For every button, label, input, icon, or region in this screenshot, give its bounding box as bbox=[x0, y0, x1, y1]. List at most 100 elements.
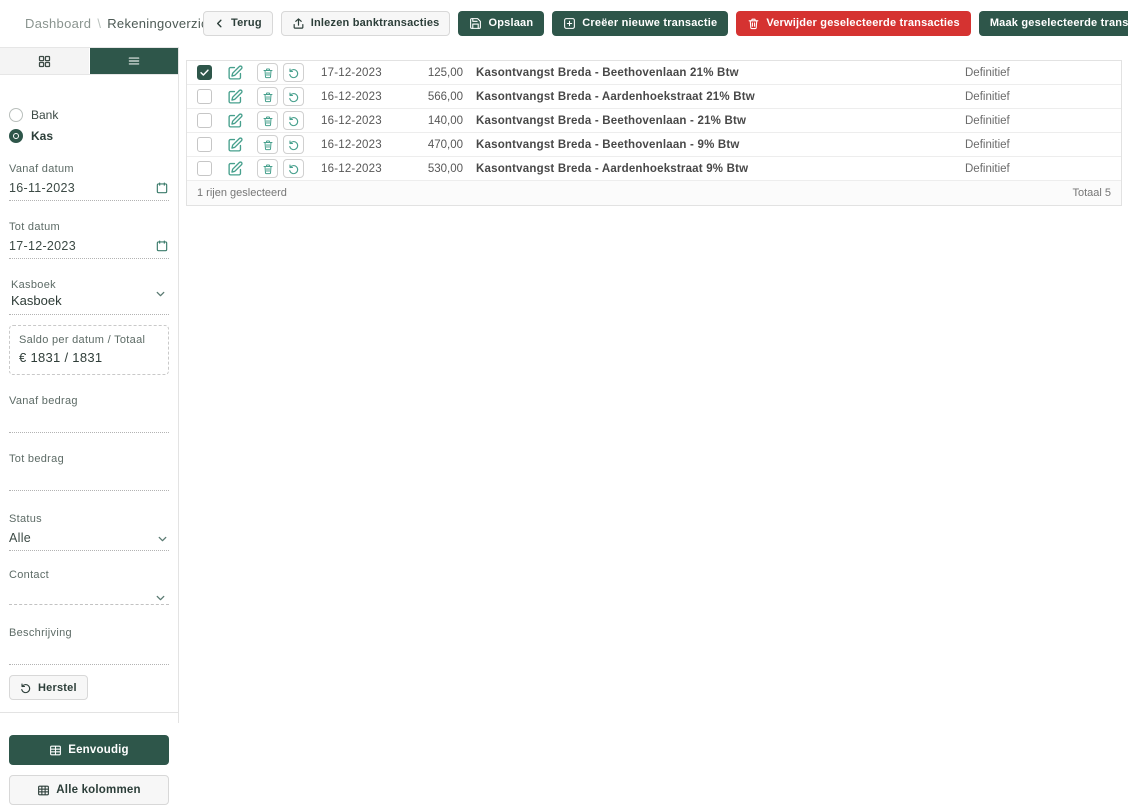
undo-icon bbox=[20, 682, 32, 694]
edit-row-button[interactable] bbox=[227, 136, 244, 153]
tab-grid-view[interactable] bbox=[0, 48, 90, 74]
from-date-value: 16-11-2023 bbox=[9, 181, 76, 195]
radio-label: Kas bbox=[31, 129, 54, 143]
sidebar-view-tabs bbox=[0, 47, 178, 75]
table-row: 16-12-2023 140,00 Kasontvangst Breda - B… bbox=[187, 109, 1121, 133]
undo-row-button[interactable] bbox=[283, 87, 304, 106]
reset-filters-button[interactable]: Herstel bbox=[9, 675, 88, 700]
undo-icon bbox=[288, 163, 298, 174]
to-amount-input[interactable] bbox=[9, 469, 169, 491]
table-row: 16-12-2023 530,00 Kasontvangst Breda - A… bbox=[187, 157, 1121, 181]
all-columns-button[interactable]: Alle kolommen bbox=[9, 775, 169, 805]
chevron-left-icon bbox=[214, 18, 225, 29]
save-button[interactable]: Opslaan bbox=[458, 10, 545, 36]
edit-icon bbox=[228, 113, 243, 128]
row-checkbox[interactable] bbox=[197, 137, 212, 152]
edit-row-button[interactable] bbox=[227, 64, 244, 81]
undo-row-button[interactable] bbox=[283, 135, 304, 154]
undo-row-button[interactable] bbox=[283, 111, 304, 130]
row-amount: 530,00 bbox=[427, 162, 463, 175]
back-button[interactable]: Terug bbox=[203, 10, 273, 36]
delete-row-button[interactable] bbox=[257, 63, 278, 82]
row-date: 16-12-2023 bbox=[321, 162, 382, 175]
row-amount: 125,00 bbox=[427, 66, 463, 79]
contact-select[interactable]: Contact bbox=[9, 569, 169, 605]
calendar-icon[interactable] bbox=[155, 181, 169, 195]
toolbar: Terug Inlezen banktransacties Opslaan Cr… bbox=[203, 10, 1128, 36]
undo-row-button[interactable] bbox=[283, 159, 304, 178]
transactions-table: 17-12-2023 125,00 Kasontvangst Breda - B… bbox=[186, 60, 1122, 206]
chevron-down-icon bbox=[154, 287, 167, 300]
upload-icon bbox=[292, 17, 305, 30]
to-amount-label: Tot bedrag bbox=[9, 453, 64, 465]
kasboek-value: Kasboek bbox=[11, 293, 62, 308]
table-row: 16-12-2023 566,00 Kasontvangst Breda - A… bbox=[187, 85, 1121, 109]
edit-row-button[interactable] bbox=[227, 160, 244, 177]
hamburger-icon bbox=[126, 54, 142, 68]
contact-label: Contact bbox=[9, 569, 50, 581]
saldo-display: Saldo per datum / Totaal € 1831 / 1831 bbox=[9, 325, 169, 375]
trash-icon bbox=[263, 164, 272, 174]
to-date-field[interactable]: 17-12-2023 bbox=[9, 239, 169, 259]
row-date: 17-12-2023 bbox=[321, 66, 382, 79]
tab-list-view[interactable] bbox=[89, 48, 178, 74]
radio-icon bbox=[9, 129, 23, 143]
top-header: Dashboard \ Rekeningoverzicht Terug Inle… bbox=[0, 0, 1128, 46]
edit-icon bbox=[228, 161, 243, 176]
delete-row-button[interactable] bbox=[257, 87, 278, 106]
finalize-selected-button[interactable]: Maak geselecteerde transacties definitie… bbox=[978, 10, 1128, 36]
row-amount: 566,00 bbox=[427, 90, 463, 103]
kasboek-select[interactable]: Kasboek Kasboek bbox=[9, 277, 169, 315]
delete-row-button[interactable] bbox=[257, 159, 278, 178]
row-description: Kasontvangst Breda - Aardenhoekstraat 21… bbox=[476, 90, 755, 103]
trash-icon bbox=[263, 68, 272, 78]
breadcrumb-dashboard[interactable]: Dashboard bbox=[25, 15, 92, 31]
selected-rows-count: 1 rijen geslecteerd bbox=[197, 187, 287, 199]
status-label: Status bbox=[9, 513, 42, 525]
undo-icon bbox=[288, 115, 298, 126]
from-amount-input[interactable] bbox=[9, 411, 169, 433]
row-amount: 470,00 bbox=[427, 138, 463, 151]
row-description: Kasontvangst Breda - Aardenhoekstraat 9%… bbox=[476, 162, 749, 175]
radio-icon bbox=[9, 108, 23, 122]
from-amount-label: Vanaf bedrag bbox=[9, 395, 78, 407]
account-type-radio-group: Bank Kas bbox=[9, 108, 169, 143]
simple-view-button[interactable]: Eenvoudig bbox=[9, 735, 169, 765]
edit-row-button[interactable] bbox=[227, 88, 244, 105]
row-date: 16-12-2023 bbox=[321, 138, 382, 151]
trash-icon bbox=[263, 92, 272, 102]
edit-row-button[interactable] bbox=[227, 112, 244, 129]
description-input[interactable] bbox=[9, 643, 169, 665]
table-icon bbox=[37, 784, 50, 797]
row-status: Definitief bbox=[965, 66, 1010, 79]
row-date: 16-12-2023 bbox=[321, 114, 382, 127]
account-type-radio[interactable]: Bank bbox=[9, 108, 169, 122]
simple-button-label: Eenvoudig bbox=[68, 744, 129, 756]
breadcrumb-current: Rekeningoverzicht bbox=[107, 15, 220, 31]
edit-icon bbox=[228, 89, 243, 104]
delete-selected-button[interactable]: Verwijder geselecteerde transacties bbox=[736, 10, 971, 36]
description-label: Beschrijving bbox=[9, 627, 72, 639]
saldo-label: Saldo per datum / Totaal bbox=[19, 334, 146, 346]
undo-row-button[interactable] bbox=[283, 63, 304, 82]
from-date-label: Vanaf datum bbox=[9, 163, 74, 175]
create-transaction-button[interactable]: Creëer nieuwe transactie bbox=[552, 10, 729, 36]
delete-row-button[interactable] bbox=[257, 111, 278, 130]
kasboek-label: Kasboek bbox=[11, 279, 56, 291]
transaction-rows: 17-12-2023 125,00 Kasontvangst Breda - B… bbox=[187, 61, 1121, 181]
delete-row-button[interactable] bbox=[257, 135, 278, 154]
row-checkbox[interactable] bbox=[197, 65, 212, 80]
filter-sidebar: Bank Kas Vanaf datum 16-11-2023 Tot datu… bbox=[0, 47, 179, 805]
row-checkbox[interactable] bbox=[197, 161, 212, 176]
breadcrumb: Dashboard \ Rekeningoverzicht bbox=[25, 15, 219, 31]
status-select[interactable]: Alle bbox=[9, 531, 169, 551]
undo-icon bbox=[288, 139, 298, 150]
calendar-icon[interactable] bbox=[155, 239, 169, 253]
row-checkbox[interactable] bbox=[197, 89, 212, 104]
row-checkbox[interactable] bbox=[197, 113, 212, 128]
import-bank-transactions-button[interactable]: Inlezen banktransacties bbox=[280, 10, 451, 36]
from-date-field[interactable]: 16-11-2023 bbox=[9, 181, 169, 201]
trash-icon bbox=[263, 140, 272, 150]
account-type-radio[interactable]: Kas bbox=[9, 129, 169, 143]
row-status: Definitief bbox=[965, 114, 1010, 127]
